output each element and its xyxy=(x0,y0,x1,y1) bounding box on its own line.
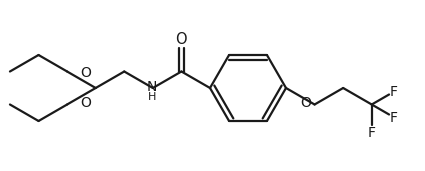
Text: H: H xyxy=(147,92,156,102)
Text: O: O xyxy=(80,96,91,110)
Text: F: F xyxy=(390,110,398,124)
Text: F: F xyxy=(390,84,398,98)
Text: F: F xyxy=(368,126,376,140)
Text: N: N xyxy=(147,80,157,94)
Text: O: O xyxy=(176,32,187,47)
Text: O: O xyxy=(300,96,311,110)
Text: O: O xyxy=(80,66,91,80)
